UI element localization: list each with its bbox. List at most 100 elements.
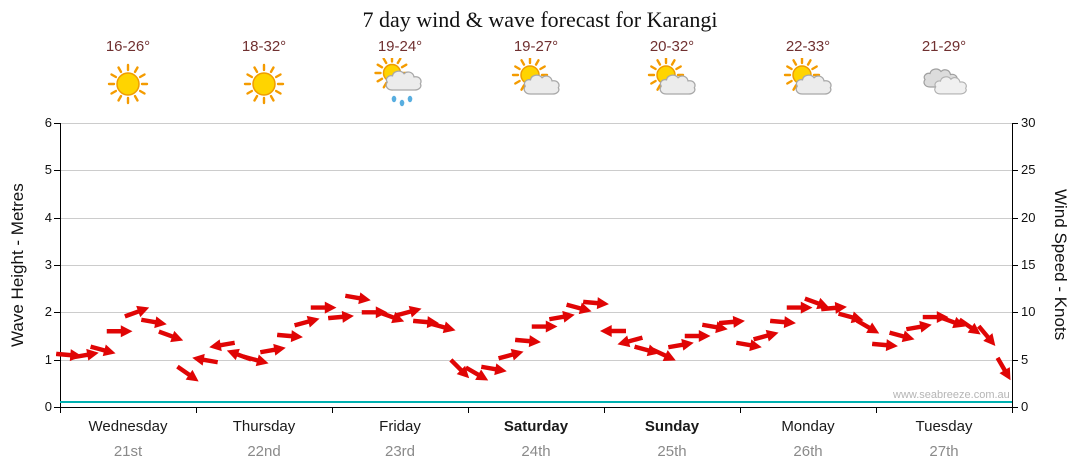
left-tick-label: 3 [44,257,52,272]
sunny-icon [100,58,156,108]
wind-arrow [973,322,1000,350]
wind-arrow [871,338,898,353]
gridline [60,312,1012,314]
right-tick [1012,312,1018,314]
right-tick-label: 25 [1021,162,1036,178]
right-tick [1012,407,1018,408]
wind-arrow [361,306,388,319]
right-tick-label: 20 [1021,209,1036,225]
y-axis-right [1012,123,1013,407]
temperature-range: 22-33° [785,38,831,55]
wind-arrow [905,318,933,335]
right-tick-label: 0 [1021,399,1029,414]
right-tick [1012,217,1018,219]
day-date-label: 26th [793,443,823,460]
wind-arrow [276,328,303,343]
day-summary: 16-26° [60,38,196,124]
wind-arrow [156,325,185,346]
wind-arrow [292,312,320,331]
gridline [60,170,1012,172]
left-tick [54,265,60,266]
day-name-label: Tuesday [915,418,973,435]
wind-arrow [548,308,576,325]
wind-arrow [684,330,711,342]
left-tick [54,217,60,219]
left-tick-label: 5 [44,162,52,178]
right-tick [1012,265,1018,266]
day-date-label: 21st [113,443,143,460]
wind-arrow [922,311,949,324]
partly-cloudy-icon [644,56,700,108]
wind-arrow [769,314,796,329]
gridline [60,359,1012,361]
cloudy-icon [916,58,972,108]
wind-arrow [224,344,253,365]
right-tick [1012,170,1018,172]
day-date-label: 27th [929,443,959,460]
wind-arrow [173,361,202,387]
partly-cloudy-icon [508,56,564,108]
day-boundary-tick [740,407,741,413]
right-tick [1012,123,1018,124]
day-summary: 19-27° [468,38,604,124]
day-name-label: Saturday [503,418,569,435]
right-tick-label: 5 [1021,351,1029,367]
right-tick-label: 30 [1021,115,1036,130]
right-tick-label: 10 [1021,304,1036,320]
gridline [60,217,1012,219]
day-summary: 21-29° [876,38,1012,124]
left-tick [54,359,60,361]
right-tick-label: 15 [1021,257,1036,272]
left-tick [54,170,60,172]
wind-arrow [259,342,287,359]
temperature-range: 18-32° [241,38,287,55]
wave-height-line [60,401,1012,404]
partly-cloudy-icon [780,56,836,108]
day-date-label: 23rd [384,443,416,460]
day-name-label: Thursday [232,418,296,435]
day-boundary-tick [468,407,469,413]
y-axis-left [60,123,61,407]
left-tick [54,312,60,314]
day-boundary-tick [876,407,877,413]
day-summary: 19-24° [332,38,468,124]
day-boundary-tick [196,407,197,413]
right-axis-label: Wind Speed - Knots [1051,189,1070,341]
right-tick [1012,359,1018,361]
temperature-range: 21-29° [921,38,967,55]
temperature-range: 19-24° [377,38,423,55]
day-name-label: Sunday [644,418,700,435]
day-boundary-tick [604,407,605,413]
day-date-label: 22nd [247,443,281,460]
day-summary: 20-32° [604,38,740,124]
wind-arrow [514,333,541,348]
gridline [60,123,1012,124]
wind-arrow [310,301,337,314]
sun-showers-icon [372,55,428,108]
day-name-label: Friday [379,418,421,435]
wind-arrow [667,337,695,354]
left-tick-label: 1 [44,351,52,367]
temperature-range: 20-32° [649,38,695,55]
wind-arrow [191,351,219,368]
wind-arrow [140,313,168,330]
wind-arrow [344,289,372,306]
temperature-range: 16-26° [105,38,151,55]
left-tick-label: 6 [44,115,52,130]
left-tick [54,123,60,124]
day-summary: 18-32° [196,38,332,124]
left-tick-label: 0 [44,399,52,414]
left-tick [54,407,60,408]
wind-arrow [496,345,524,364]
day-name-label: Wednesday [88,418,168,435]
gridline [60,265,1012,266]
x-axis [60,407,1013,408]
wind-arrow [531,320,558,333]
day-boundary-tick [332,407,333,413]
day-boundary-tick [1012,407,1013,413]
wind-arrow [600,325,626,338]
sunny-icon [236,58,292,108]
chart-title: 7 day wind & wave forecast for Karangi [362,7,718,32]
day-date-label: 24th [521,443,551,460]
